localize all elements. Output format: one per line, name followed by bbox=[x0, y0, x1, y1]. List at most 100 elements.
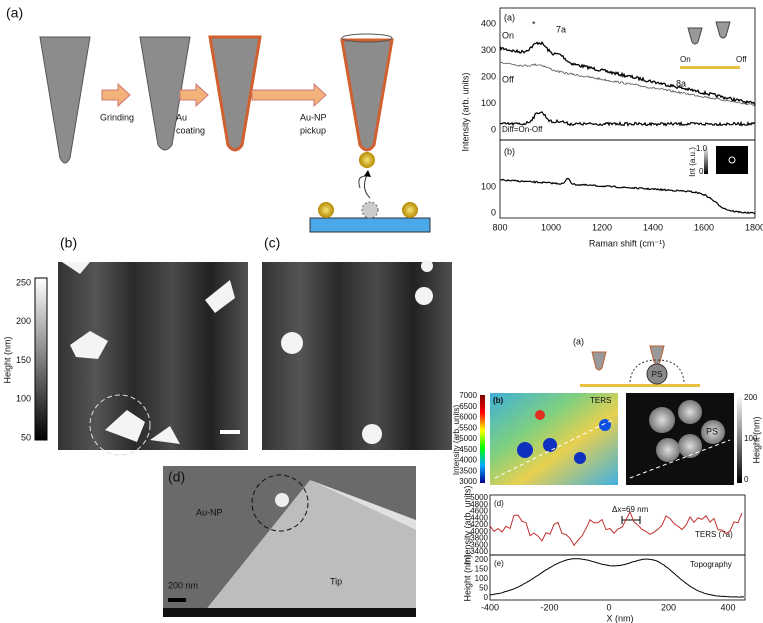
pickup-arrow bbox=[358, 175, 367, 189]
tick-label: 5000 bbox=[459, 434, 477, 443]
panel-label: (b) bbox=[504, 146, 515, 156]
curve bbox=[489, 558, 745, 598]
tick-label: 250 bbox=[16, 277, 31, 287]
tick-label: 5000 bbox=[470, 493, 488, 502]
scale-bar bbox=[220, 430, 240, 434]
tick-label: 400 bbox=[720, 602, 735, 612]
tick-label: 300 bbox=[481, 45, 496, 55]
hotspot bbox=[535, 410, 545, 420]
axis-label: Height (nm) bbox=[751, 416, 761, 463]
scale-bar bbox=[168, 598, 186, 602]
axis-label: Intensity (arb. units) bbox=[452, 405, 461, 476]
tick-label: 4500 bbox=[459, 445, 477, 454]
tick-label: -200 bbox=[540, 602, 558, 612]
tip-edge bbox=[310, 480, 416, 530]
inset-substrate bbox=[680, 66, 740, 69]
inset-label: Off bbox=[736, 55, 747, 64]
scheme: (a) Grinding Au coating Au-NP pickup bbox=[6, 5, 431, 233]
tip-face bbox=[200, 480, 416, 617]
curve-label: On bbox=[502, 30, 514, 40]
tick-label: 100 bbox=[16, 394, 31, 404]
tick-label: 1400 bbox=[643, 222, 663, 232]
axis-label: Height (nm) bbox=[462, 554, 472, 601]
tick-label: 1200 bbox=[592, 222, 612, 232]
label: MBT-SAM bbox=[690, 472, 731, 482]
peak-label: 8a bbox=[676, 78, 686, 88]
map-title: TERS bbox=[590, 396, 611, 405]
tick-label: 0 bbox=[606, 602, 611, 612]
hotspot bbox=[517, 442, 533, 458]
ters: (a) PS (b) TERS Intensity (arb. units) (… bbox=[452, 336, 761, 623]
scan-line bbox=[629, 439, 731, 479]
label: PS bbox=[706, 426, 718, 436]
sphere bbox=[649, 407, 675, 433]
inset-axis: Int (a.u.) bbox=[688, 147, 697, 177]
curve bbox=[499, 41, 756, 106]
tick-label: 0 bbox=[484, 593, 489, 602]
tick-label: 100 bbox=[475, 574, 489, 583]
x-label: Raman shift (cm⁻¹) bbox=[589, 238, 665, 248]
colorbar bbox=[34, 277, 48, 441]
panel-label: (c) bbox=[630, 396, 640, 405]
frame bbox=[499, 7, 756, 141]
curve bbox=[499, 111, 756, 127]
arrow-head bbox=[364, 170, 371, 177]
tick-label: 4000 bbox=[459, 456, 477, 465]
peak-label: * bbox=[532, 19, 536, 29]
nanoparticle bbox=[359, 152, 375, 168]
sphere bbox=[678, 434, 702, 458]
frame bbox=[489, 494, 746, 556]
tick-label: 3400 bbox=[470, 547, 488, 556]
info-bar bbox=[163, 608, 416, 617]
panel-label: (c) bbox=[264, 235, 280, 251]
hotspot bbox=[543, 438, 557, 452]
tick-label: 3000 bbox=[459, 477, 477, 486]
inset-ring bbox=[728, 156, 736, 164]
tick-label: 3800 bbox=[470, 534, 488, 543]
tick-label: 3600 bbox=[470, 540, 488, 549]
pickup-arrow bbox=[364, 172, 371, 199]
inset-tick: 0 bbox=[699, 167, 704, 176]
dx-marker bbox=[621, 516, 641, 524]
series-label: TERS (7a) bbox=[695, 530, 733, 539]
particle bbox=[362, 424, 382, 444]
tick-label: -400 bbox=[481, 602, 499, 612]
frame bbox=[489, 554, 746, 601]
step-label: coating bbox=[176, 125, 205, 135]
inset-image bbox=[716, 146, 748, 174]
tick-label: 150 bbox=[16, 355, 31, 365]
tick-label: 0 bbox=[491, 124, 496, 134]
afm: (b) (c) Height (nm) bbox=[2, 235, 452, 456]
tick-label: 1000 bbox=[541, 222, 561, 232]
curve-label: Diff=On-Off bbox=[502, 125, 543, 134]
sem: (d) Au-NP 200 nm Tip bbox=[163, 466, 416, 617]
panel-label: (d) bbox=[494, 499, 504, 508]
map-title: TOPO bbox=[700, 396, 725, 406]
tick-label: 1600 bbox=[694, 222, 714, 232]
colorbar-label: Height (nm) bbox=[2, 336, 12, 383]
label: Au-NP bbox=[196, 507, 223, 517]
curve bbox=[499, 61, 756, 107]
tick-label: 100 bbox=[481, 98, 496, 108]
panel-label: (a) bbox=[504, 12, 515, 22]
sphere bbox=[701, 420, 725, 444]
tick-label: 200 bbox=[16, 316, 31, 326]
nanoparticle bbox=[402, 202, 418, 218]
inset-label: On bbox=[680, 55, 691, 64]
step-label: pickup bbox=[300, 125, 326, 135]
tip bbox=[340, 38, 394, 152]
ps-sphere bbox=[646, 363, 668, 385]
step-label: Grinding bbox=[100, 112, 134, 122]
particle bbox=[421, 260, 433, 272]
peak-label: 7a bbox=[556, 24, 566, 34]
tick-label: 4800 bbox=[470, 500, 488, 509]
panel-label: (b) bbox=[60, 235, 77, 251]
tick-label: 1800 bbox=[745, 222, 763, 232]
panel-label: (d) bbox=[168, 469, 185, 485]
substrate bbox=[580, 384, 700, 387]
inset-tick: 1.0 bbox=[696, 144, 708, 153]
hotspot bbox=[599, 419, 611, 431]
panel-label: (a) bbox=[6, 5, 23, 21]
particle bbox=[281, 332, 303, 354]
tick-label: 200 bbox=[661, 602, 676, 612]
